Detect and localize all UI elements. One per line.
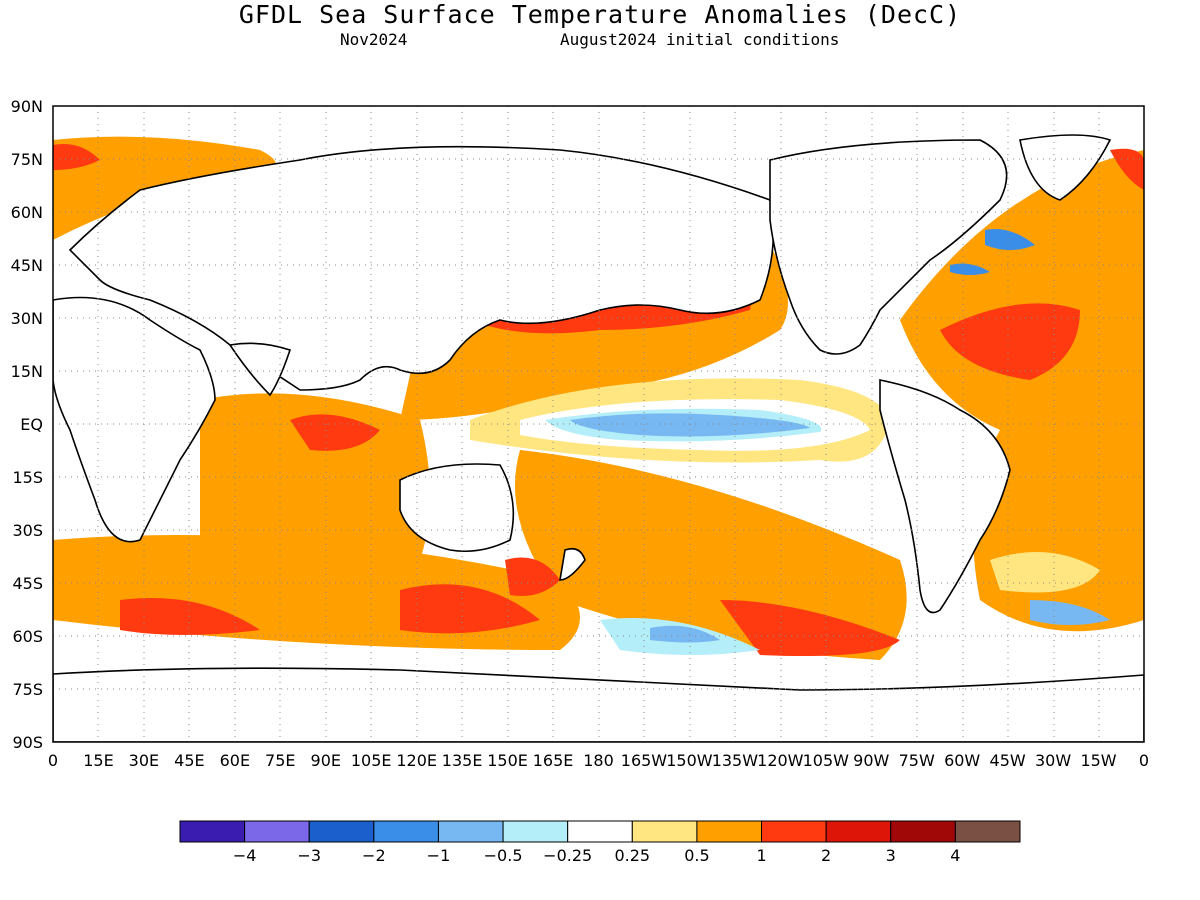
- y-tick-label: 15N: [11, 362, 43, 381]
- colorbar-swatch: [437, 820, 504, 843]
- anomaly-region: [650, 625, 720, 643]
- colorbar-level-label: 0.5: [684, 846, 709, 865]
- colorbar-level-label: −0.25: [543, 846, 592, 865]
- colorbar-level-label: 4: [950, 846, 960, 865]
- land-new-zealand: [559, 547, 586, 581]
- valid-month-label: Nov2024: [340, 30, 408, 49]
- anomaly-region: [515, 450, 907, 660]
- x-tick-label: 45W: [990, 751, 1026, 770]
- anomaly-region: [950, 263, 990, 275]
- colorbar-level-label: −2: [362, 846, 386, 865]
- land-south-america: [879, 379, 1011, 614]
- y-tick-label: 15S: [12, 468, 43, 487]
- x-tick-label: 150E: [487, 751, 528, 770]
- y-tick-label: 30S: [12, 521, 43, 540]
- colorbar-swatch: [825, 820, 892, 843]
- colorbar-level-label: 0.25: [614, 846, 650, 865]
- x-tick-label: 30E: [129, 751, 159, 770]
- y-tick-label: 75N: [11, 150, 43, 169]
- y-tick-label: 30N: [11, 309, 43, 328]
- x-tick-label: 90W: [853, 751, 889, 770]
- anomaly-region: [400, 584, 540, 634]
- x-tick-label: 15W: [1080, 751, 1116, 770]
- x-axis-tick-labels: 0 15E 30E 45E 60E 75E 90E 105E 120E 135E 150E 165E 1…: [48, 751, 1149, 770]
- landmasses: [53, 134, 1144, 742]
- land-africa: [53, 296, 216, 543]
- y-axis-tick-labels: 90N 75N 60N 45N 30N 15N EQ 15S 30S 45S 60S 75S 90S: [11, 97, 43, 752]
- anomaly-region: [53, 144, 100, 170]
- land-australia: [399, 463, 515, 553]
- land-india: [228, 342, 292, 397]
- x-tick-label: 75E: [265, 751, 295, 770]
- colorbar-swatch: [631, 820, 698, 843]
- colorbar-level-label: 2: [821, 846, 831, 865]
- x-tick-label: 30W: [1035, 751, 1071, 770]
- x-tick-label: 120W: [757, 751, 804, 770]
- chart-title: GFDL Sea Surface Temperature Anomalies (…: [238, 0, 962, 29]
- x-tick-label: 0: [48, 751, 58, 770]
- plot-frame: [52, 105, 1145, 743]
- x-tick-label: 60W: [944, 751, 980, 770]
- x-tick-label: 135E: [442, 751, 483, 770]
- land-north-america: [769, 139, 1008, 355]
- anomaly-region: [505, 557, 560, 596]
- y-tick-label: EQ: [20, 415, 43, 434]
- colorbar-swatch: [567, 820, 633, 843]
- anomaly-region: [940, 303, 1080, 380]
- x-tick-label: 90E: [311, 751, 341, 770]
- colorbar-swatch: [761, 820, 827, 843]
- x-tick-label: 105W: [803, 751, 850, 770]
- colorbar-level-label: −0.5: [484, 846, 523, 865]
- x-tick-label: 0: [1139, 751, 1149, 770]
- anomaly-region: [120, 598, 260, 635]
- colorbar-swatch: [179, 820, 246, 843]
- land-antarctica: [53, 667, 1144, 742]
- land-eurasia: [68, 145, 775, 391]
- x-tick-label: 45E: [174, 751, 204, 770]
- initial-conditions-label: August2024 initial conditions: [560, 30, 840, 49]
- colorbar-level-label: 1: [756, 846, 766, 865]
- x-tick-label: 135W: [712, 751, 759, 770]
- colorbar-swatch: [696, 820, 763, 843]
- y-tick-label: 60S: [12, 627, 43, 646]
- colorbar-level-label: −4: [233, 846, 257, 865]
- x-tick-label: 150W: [666, 751, 713, 770]
- x-tick-label: 60E: [220, 751, 250, 770]
- anomaly-region: [290, 414, 380, 451]
- colorbar-labels: −4 −3 −2 −1 −0.5 −0.25 0.25 0.5 1 2 3 4: [233, 846, 961, 865]
- land-greenland: [1019, 134, 1112, 201]
- colorbar-swatch: [890, 820, 956, 843]
- x-tick-label: 165E: [533, 751, 574, 770]
- y-tick-label: 45N: [11, 256, 43, 275]
- x-tick-label: 75W: [899, 751, 935, 770]
- anomaly-region: [1110, 148, 1144, 190]
- x-tick-label: 105E: [351, 751, 392, 770]
- colorbar-swatch: [954, 820, 1021, 843]
- colorbar-level-label: −3: [297, 846, 321, 865]
- anomaly-region: [985, 229, 1035, 250]
- colorbar-swatch: [308, 820, 375, 843]
- y-tick-label: 60N: [11, 203, 43, 222]
- colorbar-level-label: −1: [427, 846, 451, 865]
- colorbar-level-label: 3: [886, 846, 896, 865]
- y-tick-label: 75S: [12, 680, 43, 699]
- x-tick-label: 120E: [396, 751, 437, 770]
- colorbar-swatch: [373, 820, 439, 843]
- x-tick-label: 15E: [83, 751, 113, 770]
- y-tick-label: 45S: [12, 574, 43, 593]
- y-tick-label: 90N: [11, 97, 43, 116]
- x-tick-label: 165W: [621, 751, 668, 770]
- colorbar-swatch: [244, 820, 310, 843]
- y-tick-label: 90S: [12, 733, 43, 752]
- anomaly-region: [720, 600, 900, 656]
- anomaly-region: [990, 552, 1100, 593]
- map-gridlines: [53, 106, 1144, 742]
- x-tick-label: 180: [583, 751, 614, 770]
- anomaly-region: [1030, 600, 1110, 625]
- colorbar: [179, 820, 1021, 843]
- colorbar-swatch: [502, 820, 569, 843]
